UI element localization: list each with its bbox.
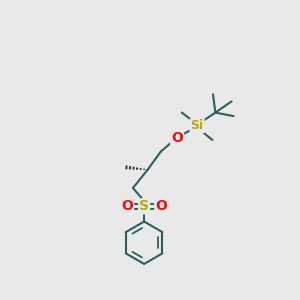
Text: Si: Si (190, 119, 204, 132)
Text: O: O (121, 199, 133, 213)
Text: O: O (155, 199, 167, 213)
Text: O: O (171, 131, 183, 145)
Text: S: S (139, 199, 149, 213)
